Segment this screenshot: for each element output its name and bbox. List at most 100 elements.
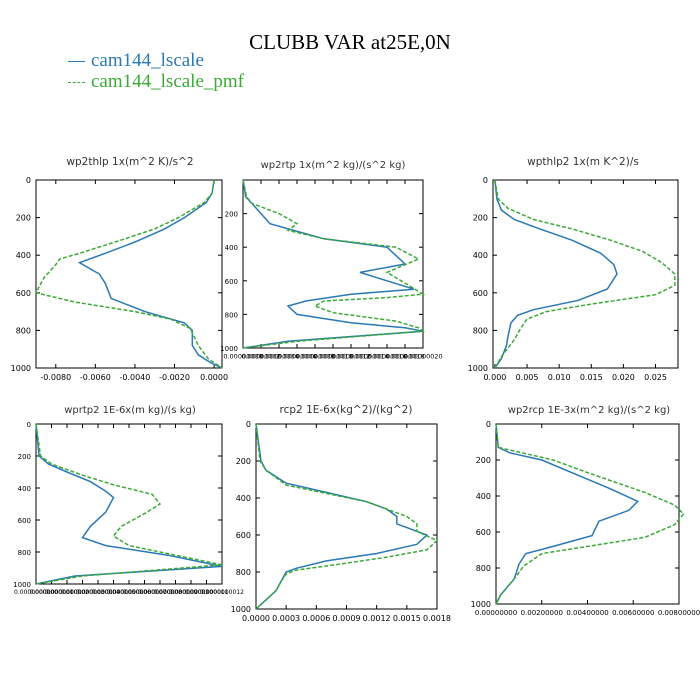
y-tick-label: 800 xyxy=(236,568,251,577)
x-tick-label: 0.0015 xyxy=(393,614,421,623)
x-tick-label: -0.0040 xyxy=(119,373,150,382)
chart-panel-3: wprtp2 1E-6x(m kg)/(s kg) 0 200 400 600 800 10… xyxy=(13,405,244,596)
panel-title: wp2thlp 1x(m^2 K)/s^2 xyxy=(66,156,193,168)
legend-item-lscale: cam144_lscale xyxy=(68,50,204,72)
plot-frame xyxy=(495,423,680,605)
y-tick-label: 400 xyxy=(16,251,31,260)
x-tick-label: 0.0006 xyxy=(302,614,330,623)
x-tick-label: 0.0000000004 xyxy=(76,589,120,596)
x-tick-label: 0.0018 xyxy=(423,614,451,623)
y-tick-label: 800 xyxy=(18,549,31,557)
chart-panel-4: rcp2 1E-6x(kg^2)/(kg^2) 0 200 400 600 800 1000… xyxy=(231,404,451,623)
x-tick-label: 0.0000000012 xyxy=(200,589,244,596)
x-tick-label: 0.0000000002 xyxy=(45,589,89,596)
x-tick-label: 0.0000000001 xyxy=(30,589,74,596)
x-tick-label: 0.0000000006 xyxy=(107,589,151,596)
x-tick-label: 0.000 xyxy=(483,373,506,382)
plot-frame xyxy=(255,423,438,610)
chart-panel-2: wpthlp2 1x(m K^2)/s020040060080010000.00… xyxy=(468,156,679,382)
y-tick-label: 400 xyxy=(18,485,31,493)
x-tick-label: 0.00000002 xyxy=(241,353,280,361)
x-tick-label: 0.0003 xyxy=(272,614,300,623)
series-line-lscale xyxy=(495,423,640,605)
x-tick-label: 0.0000000005 xyxy=(92,589,136,596)
x-tick-label: 0.005 xyxy=(516,373,539,382)
x-tick-label: 0.00000014 xyxy=(349,353,388,361)
x-tick-label: 0.00000020 xyxy=(403,353,442,361)
panel-title: wp2rtp 1x(m^2 kg)/(s^2 kg) xyxy=(261,160,406,171)
legend-label-lscale-pmf: cam144_lscale_pmf xyxy=(91,71,245,92)
x-tick-label: 0.0000000008 xyxy=(138,589,182,596)
x-tick-label: 0.0009 xyxy=(333,614,361,623)
plot-frame xyxy=(492,179,679,369)
y-tick-label: 600 xyxy=(225,278,238,286)
y-tick-label: 1000 xyxy=(220,345,238,353)
series-line-lscale-pmf xyxy=(35,423,223,585)
panel-title: wpthlp2 1x(m K^2)/s xyxy=(527,156,639,168)
x-tick-label: 0.0000000000 xyxy=(14,589,58,596)
x-tick-label: 0.00000016 xyxy=(367,353,406,361)
y-tick-label: 800 xyxy=(473,326,488,335)
x-tick-label: 0.0012 xyxy=(363,614,391,623)
x-tick-label: 0.00000012 xyxy=(331,353,370,361)
y-tick-label: 0 xyxy=(27,421,31,429)
y-tick-label: 1000 xyxy=(468,364,488,373)
panel-title: wp2rcp 1E-3x(m^2 kg)/(s^2 kg) xyxy=(508,405,671,416)
x-tick-label: 0.0000 xyxy=(200,373,228,382)
y-tick-label: 400 xyxy=(236,494,251,503)
x-tick-label: 0.0000 xyxy=(242,614,270,623)
x-tick-label: 0.00600000 xyxy=(612,609,654,617)
y-tick-label: 800 xyxy=(476,564,491,573)
x-tick-label: 0.00000006 xyxy=(277,353,316,361)
y-tick-label: 0 xyxy=(246,420,251,429)
y-tick-label: 600 xyxy=(476,528,491,537)
x-tick-label: 0.0000000010 xyxy=(169,589,213,596)
x-tick-label: 0.00000010 xyxy=(313,353,352,361)
x-tick-label: 0.00000018 xyxy=(385,353,424,361)
y-tick-label: 200 xyxy=(18,453,31,461)
series-line-lscale-pmf xyxy=(242,179,426,349)
x-tick-label: 0.015 xyxy=(580,373,603,382)
chart-title: CLUBB VAR at25E,0N xyxy=(249,30,451,54)
y-tick-label: 800 xyxy=(225,311,238,319)
y-tick-label: 200 xyxy=(225,211,238,219)
chart-panel-0: wp2thlp 1x(m^2 K)/s^2 0 200 400 600 800 1000 -0… xyxy=(11,156,228,382)
x-tick-label: 0.00000004 xyxy=(259,353,298,361)
y-tick-label: 0 xyxy=(483,176,488,185)
x-tick-label: -0.0020 xyxy=(159,373,190,382)
legend-item-lscale-pmf: cam144_lscale_pmf xyxy=(68,71,244,93)
series-line-lscale-pmf xyxy=(494,179,676,369)
y-tick-label: 1000 xyxy=(13,581,31,589)
y-tick-label: 0 xyxy=(26,176,31,185)
y-tick-label: 400 xyxy=(225,244,238,252)
x-tick-label: 0.020 xyxy=(612,373,635,382)
series-line-lscale xyxy=(494,179,618,369)
x-tick-label: 0.0000000009 xyxy=(154,589,198,596)
legend-swatch-lscale-pmf xyxy=(68,81,85,83)
x-tick-label: 0.0000000007 xyxy=(123,589,167,596)
x-tick-label: -0.0080 xyxy=(40,373,71,382)
series-line-lscale xyxy=(35,423,223,585)
y-tick-label: 800 xyxy=(16,326,31,335)
series-line-lscale xyxy=(77,179,223,369)
y-tick-label: 1000 xyxy=(11,364,31,373)
panel-title: wprtp2 1E-6x(m kg)/(s kg) xyxy=(64,405,196,416)
y-tick-label: 200 xyxy=(473,214,488,223)
x-tick-label: 0.00000000 xyxy=(223,353,262,361)
legend-label-lscale: cam144_lscale xyxy=(91,50,204,71)
y-tick-label: 400 xyxy=(476,492,491,501)
chart-panel-1: wp2rtp 1x(m^2 kg)/(s^2 kg) 200 400 600 800 10… xyxy=(220,160,442,361)
y-tick-label: 200 xyxy=(16,214,31,223)
series-line-lscale-pmf xyxy=(34,179,223,369)
y-tick-label: 600 xyxy=(16,289,31,298)
x-tick-label: 0.00200000 xyxy=(521,609,563,617)
series-line-lscale-pmf xyxy=(255,423,439,610)
legend-swatch-lscale xyxy=(68,60,85,62)
plot-frame xyxy=(242,179,424,349)
x-tick-label: 0.00800000 xyxy=(658,609,700,617)
series-line-lscale xyxy=(242,179,424,349)
plot-frame xyxy=(35,179,223,369)
y-tick-label: 200 xyxy=(476,456,491,465)
chart-panel-5: wp2rcp 1E-3x(m^2 kg)/(s^2 kg) 0 200 400 600 8… xyxy=(471,405,700,617)
